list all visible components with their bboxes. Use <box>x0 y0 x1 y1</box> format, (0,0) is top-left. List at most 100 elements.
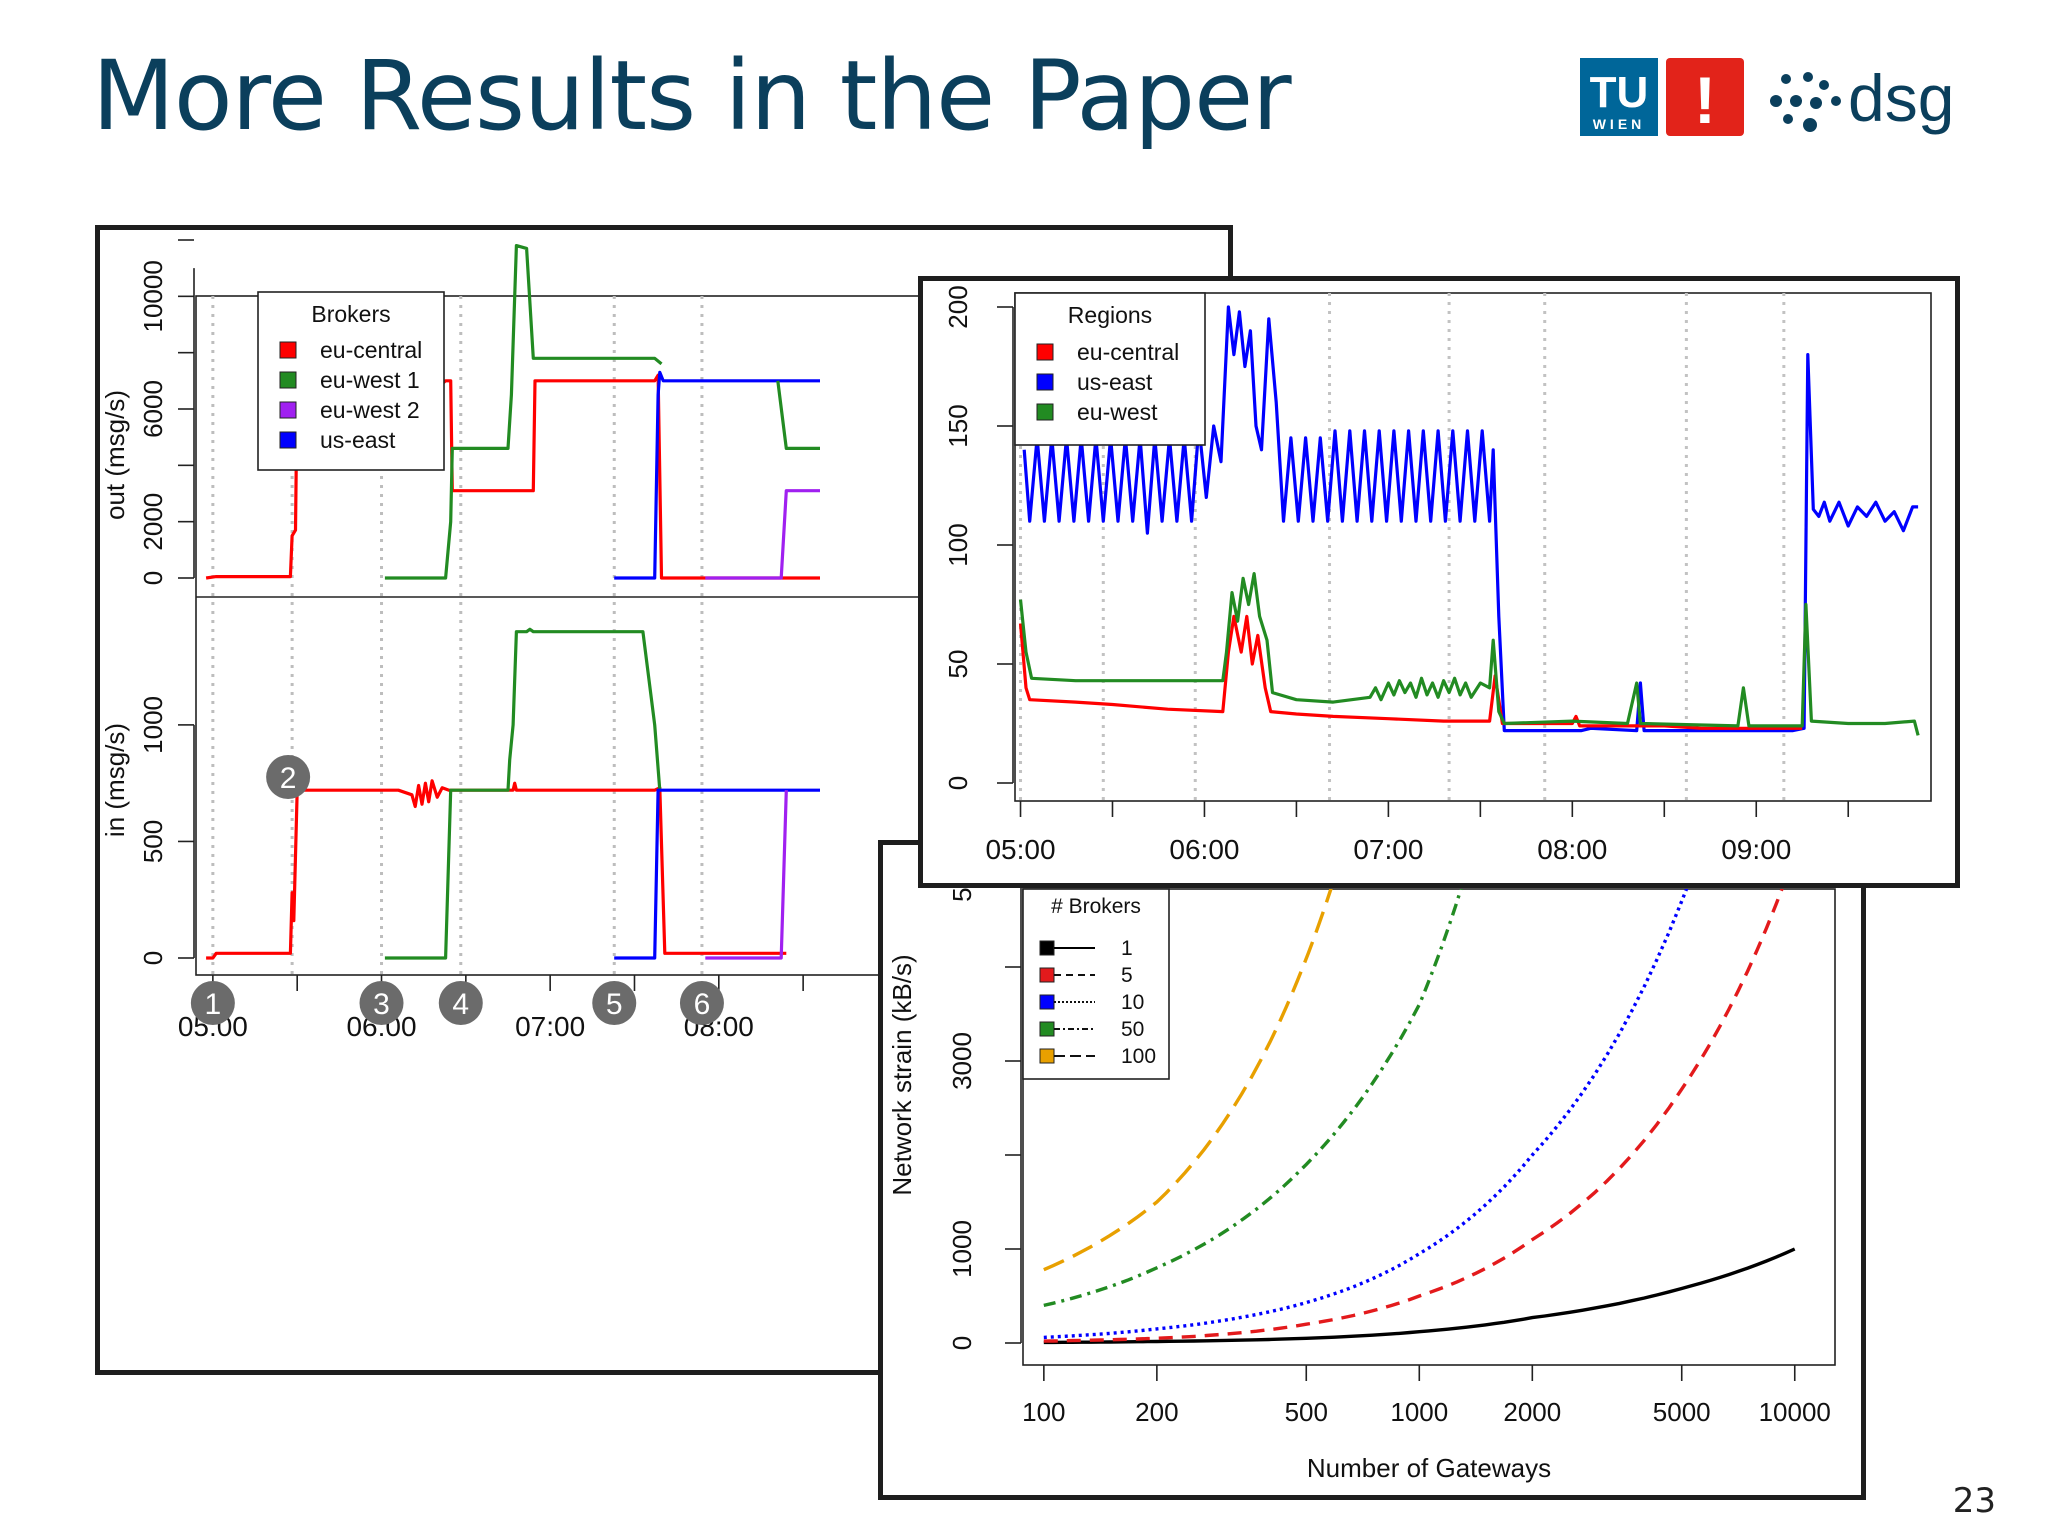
legend-swatch <box>1039 940 1055 956</box>
legend-swatch <box>1039 1048 1055 1064</box>
plot-frame <box>1014 292 1932 802</box>
event-marker-label: 4 <box>452 988 469 1021</box>
in-series-eu-west-2 <box>705 790 788 960</box>
y-tick-label: 150 <box>943 404 973 447</box>
x-tick-label: 200 <box>1135 1397 1178 1427</box>
legend-label: us-east <box>320 427 396 453</box>
series-group <box>1043 889 1796 1345</box>
page-number: 23 <box>1952 1481 1996 1521</box>
tu-sub: WIEN <box>1593 116 1646 132</box>
slide-title: More Results in the Paper <box>92 40 1292 152</box>
event-marker-label: 2 <box>280 762 297 795</box>
excl-box <box>1666 58 1744 136</box>
y-tick-label: 0 <box>138 951 168 965</box>
dsg-logo: dsg <box>1770 61 1954 135</box>
legend-swatch <box>1036 373 1054 391</box>
x-tick-label: 1000 <box>1390 1397 1448 1427</box>
legend-swatch <box>279 401 297 419</box>
legend-title: Regions <box>1068 302 1152 328</box>
network-strain-chart-panel: 100 200 500 1000 2000 5000 10000 Number of Gate… <box>878 840 1866 1500</box>
y-tick-label: 500 <box>138 820 168 863</box>
legend-label: 100 <box>1121 1045 1156 1068</box>
y-tick-label: 1000 <box>947 1220 977 1278</box>
series-brokers-5 <box>1043 889 1784 1343</box>
event-marker <box>592 981 637 1025</box>
legend-swatch <box>1039 1021 1055 1037</box>
legend-swatch <box>1039 994 1055 1010</box>
x-tick-label: 2000 <box>1503 1397 1561 1427</box>
series-eu-central <box>1018 614 1803 730</box>
y-tick-label: 2000 <box>138 493 168 551</box>
legend-swatch <box>1036 343 1054 361</box>
legend-swatch <box>279 341 297 359</box>
legend-label: eu-west 2 <box>320 397 420 423</box>
x-tick-label: 06:00 <box>1169 834 1239 865</box>
x-axis-label: Number of Gateways <box>1307 1453 1551 1483</box>
legend-label: eu-central <box>320 337 422 363</box>
tu-wien-logo: TU WIEN ! <box>1580 58 1744 137</box>
y-tick-label: 6000 <box>138 380 168 438</box>
legend-box <box>1022 888 1170 1080</box>
event-marker-label: 6 <box>694 988 711 1021</box>
legend-swatch <box>279 371 297 389</box>
out-series-eu-west-2 <box>705 489 820 580</box>
x-tick-label: 500 <box>1285 1397 1328 1427</box>
x-tick-label: 05:00 <box>985 834 1055 865</box>
y-axis-label: out (msg/s) <box>100 390 130 520</box>
y-tick-label: 0 <box>138 571 168 585</box>
y-tick-label: 3000 <box>947 1032 977 1090</box>
series-brokers-100 <box>1043 889 1333 1272</box>
dsg-dots-icon <box>1770 72 1841 132</box>
y-tick-label: 100 <box>943 523 973 566</box>
tu-box <box>1580 58 1658 136</box>
logo-group: TU WIEN ! dsg <box>1580 55 2020 145</box>
legend-swatch <box>1039 967 1055 983</box>
regions-chart-panel: 05:00 06:00 07:00 08:00 09:00 0 50 100 150 200 Reg… <box>918 276 1960 888</box>
tu-letters: TU <box>1590 68 1649 117</box>
x-tick-label: 5000 <box>1653 1397 1711 1427</box>
legend-title: # Brokers <box>1051 895 1141 918</box>
in-series-eu-central <box>206 779 787 960</box>
event-marker <box>190 981 235 1025</box>
in-series-us-east <box>614 788 820 960</box>
x-tick-label: 10000 <box>1759 1397 1831 1427</box>
y-tick-label: 200 <box>943 285 973 328</box>
event-marker-label: 1 <box>205 988 222 1021</box>
event-marker-label: 5 <box>606 988 623 1021</box>
regions-chart: 05:00 06:00 07:00 08:00 09:00 0 50 100 150 200 Reg… <box>943 285 1932 865</box>
x-tick-label: 09:00 <box>1721 834 1791 865</box>
legend-label: us-east <box>1077 369 1153 395</box>
legend-box <box>1014 292 1206 446</box>
strain-legend: # Brokers 1 5 10 50 100 <box>1022 888 1170 1080</box>
legend-label: 50 <box>1121 1018 1144 1041</box>
out-series-eu-west-1 <box>384 244 663 580</box>
in-series-eu-west-1 <box>384 627 662 960</box>
event-marker-label: 3 <box>373 988 390 1021</box>
y-axis-label: Network strain (kB/s) <box>887 954 917 1195</box>
legend-label: 5 <box>1121 964 1133 987</box>
x-tick-label: 07:00 <box>1353 834 1423 865</box>
y-tick-label: 50 <box>943 650 973 679</box>
legend-swatch <box>279 431 297 449</box>
legend-label: 10 <box>1121 991 1144 1014</box>
excl-mark: ! <box>1694 63 1716 137</box>
y-tick-label: 0 <box>943 776 973 790</box>
legend-title: Brokers <box>311 301 390 327</box>
dsg-text: dsg <box>1848 61 1954 135</box>
legend-swatch <box>1036 403 1054 421</box>
event-marker <box>266 755 311 799</box>
series-brokers-1 <box>1043 1247 1796 1345</box>
legend-label: 1 <box>1121 937 1133 960</box>
y-axis-label: in (msg/s) <box>100 723 130 837</box>
legend-label: eu-west 1 <box>320 367 420 393</box>
out-series-us-east <box>614 370 820 580</box>
x-tick-label: 08:00 <box>1537 834 1607 865</box>
y-tick-label: 1000 <box>138 696 168 754</box>
series-eu-west <box>1018 572 1920 736</box>
y-tick-label: 10000 <box>138 260 168 332</box>
out-series-eu-west-1 <box>776 380 820 450</box>
y-tick-label: 0 <box>947 1336 977 1350</box>
event-marker <box>359 981 404 1025</box>
regions-legend: Regions eu-central us-east eu-west <box>1014 292 1206 446</box>
